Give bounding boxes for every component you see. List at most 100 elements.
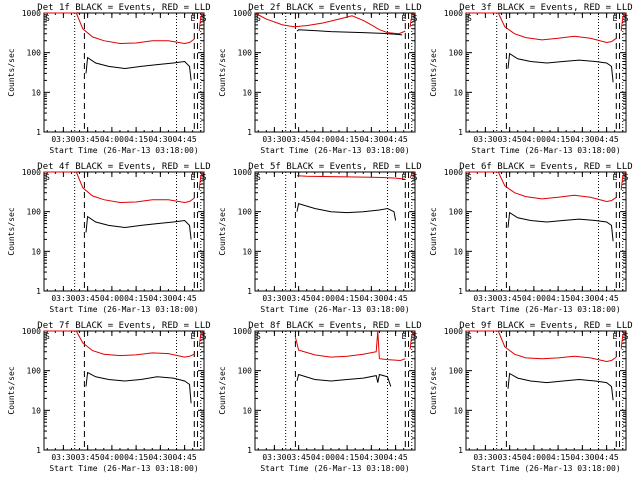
x-tick-label: 04:15 [124,135,148,144]
x-tick-label: 04:00 [100,294,124,303]
x-tick-label: 04:45 [384,453,408,462]
y-tick-label: 1 [36,287,41,296]
x-tick-label: 03:30 [473,294,497,303]
y-tick-label: 100 [27,208,42,217]
interval-marker-label: S [256,173,261,182]
y-axis-label: Counts/sec [218,366,227,414]
y-tick-label: 100 [238,208,253,217]
x-tick-label: 04:15 [546,453,570,462]
y-axis-label: Counts/sec [218,207,227,255]
interval-marker-label: E [612,173,617,182]
lld-series-line [409,330,416,350]
x-tick-label: 03:30 [51,135,75,144]
interval-marker-label: S [467,14,472,23]
y-tick-label: 1000 [22,168,41,177]
plot-frame [254,330,416,451]
chart-panel: Det 7f BLACK = Events, RED = LLD Counts/s… [7,321,211,473]
lld-series-line [44,171,195,204]
y-tick-label: 1 [247,287,252,296]
chart-panel: Det 2f BLACK = Events, RED = LLD Counts/s… [218,3,422,155]
y-tick-label: 10 [31,88,41,97]
y-tick-label: 10 [453,88,463,97]
x-tick-label: 04:45 [173,453,197,462]
lld-series-line [44,12,195,45]
y-tick-label: 10 [453,406,463,415]
x-tick-label: 03:45 [498,294,522,303]
x-tick-label: 04:00 [100,135,124,144]
x-tick-label: 04:30 [359,453,383,462]
x-tick-label: 03:45 [287,135,311,144]
plot-frame [43,12,205,133]
chart-title: Det 9f BLACK = Events, RED = LLD [459,321,632,331]
x-tick-label: 03:45 [287,453,311,462]
lld-series-line [409,12,416,27]
interval-marker-label: S [45,173,50,182]
plot-frame [43,330,205,451]
lld-series-line [198,12,205,32]
x-tick-label: 04:15 [546,294,570,303]
lld-series-line [620,171,627,191]
y-tick-label: 1000 [444,168,463,177]
x-tick-label: 03:45 [287,294,311,303]
x-tick-label: 04:30 [148,135,172,144]
interval-marker-label: S [256,332,261,341]
chart-title: Det 8f BLACK = Events, RED = LLD [248,321,421,331]
interval-marker-label: E [190,332,195,341]
events-series-line [296,373,392,387]
events-series-line [296,29,403,36]
chart-title: Det 5f BLACK = Events, RED = LLD [248,162,421,172]
y-axis-label: Counts/sec [7,366,16,414]
chart-panel: Det 6f BLACK = Events, RED = LLD Counts/s… [429,162,633,314]
x-tick-label: 03:30 [262,453,286,462]
x-tick-label: 04:00 [522,135,546,144]
x-tick-label: 04:30 [148,453,172,462]
interval-marker-label: S [624,332,629,341]
lld-series-line [296,175,406,180]
y-axis-label: Counts/sec [218,48,227,96]
x-axis-label: Start Time (26-Mar-13 03:18:00) [471,464,620,473]
y-tick-label: 1000 [444,9,463,18]
lld-series-line [620,12,627,32]
y-axis-label: Counts/sec [429,366,438,414]
plot-frame [254,12,416,133]
y-tick-label: 100 [238,49,253,58]
interval-marker-label: S [256,14,261,23]
lld-series-line [294,330,406,362]
x-tick-label: 03:45 [76,294,100,303]
y-tick-label: 10 [31,247,41,256]
x-tick-label: 04:30 [570,294,594,303]
y-tick-label: 1000 [22,327,41,336]
y-tick-label: 10 [453,247,463,256]
y-tick-label: 1000 [233,9,252,18]
x-tick-label: 04:00 [311,453,335,462]
lld-series-line [254,12,406,35]
y-tick-label: 1 [247,446,252,455]
interval-marker-label: S [202,173,207,182]
x-tick-label: 04:15 [124,453,148,462]
lld-series-line [466,330,617,363]
x-tick-label: 04:00 [522,453,546,462]
y-tick-label: 100 [449,367,464,376]
plot-frame [43,171,205,292]
x-tick-label: 04:15 [124,294,148,303]
x-tick-label: 03:30 [262,294,286,303]
x-tick-label: 04:15 [335,135,359,144]
lld-series-line [44,330,195,358]
interval-marker-label: E [190,14,195,23]
x-axis-label: Start Time (26-Mar-13 03:18:00) [49,146,198,155]
x-tick-label: 04:00 [311,135,335,144]
x-tick-label: 04:30 [359,294,383,303]
x-tick-label: 04:45 [595,294,619,303]
chart-panel: Det 9f BLACK = Events, RED = LLD Counts/s… [429,321,633,473]
x-axis-label: Start Time (26-Mar-13 03:18:00) [471,305,620,314]
events-series-line [507,52,614,83]
y-axis-label: Counts/sec [429,48,438,96]
events-series-line [507,372,614,401]
chart-panel: Det 5f BLACK = Events, RED = LLD Counts/s… [218,162,422,314]
x-tick-label: 04:30 [148,294,172,303]
x-axis-label: Start Time (26-Mar-13 03:18:00) [260,146,409,155]
events-series-line [296,202,397,221]
x-tick-label: 04:45 [595,453,619,462]
x-tick-label: 04:45 [173,294,197,303]
